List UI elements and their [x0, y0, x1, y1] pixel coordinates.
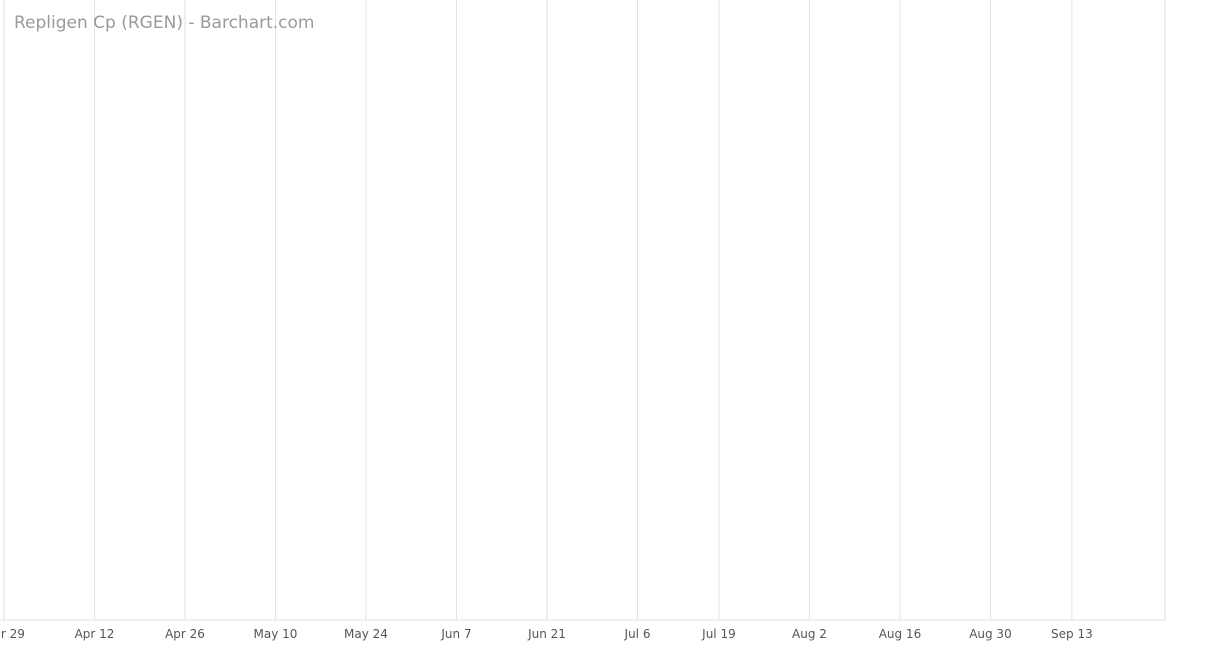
x-tick-label: Jul 19	[701, 627, 736, 641]
x-tick-label: Apr 26	[165, 627, 205, 641]
x-tick-label: Aug 30	[969, 627, 1012, 641]
x-tick-label: Aug 16	[879, 627, 922, 641]
x-tick-label: Jun 7	[440, 627, 471, 641]
x-tick-label: Sep 13	[1051, 627, 1093, 641]
x-tick-label: Aug 2	[792, 627, 827, 641]
x-tick-label: Apr 12	[75, 627, 115, 641]
chart-title: Repligen Cp (RGEN) - Barchart.com	[14, 13, 315, 33]
x-tick-label: May 10	[254, 627, 298, 641]
x-axis: Mar 29 Apr 12 Apr 26 May 10 May 24 Jun 7 Jun 2…	[0, 627, 1093, 641]
x-tick-label: Jun 21	[527, 627, 566, 641]
grid	[0, 0, 1166, 621]
x-tick-label: May 24	[344, 627, 388, 641]
x-tick-label: Jul 6	[624, 627, 651, 641]
x-tick-label: Mar 29	[0, 627, 25, 641]
